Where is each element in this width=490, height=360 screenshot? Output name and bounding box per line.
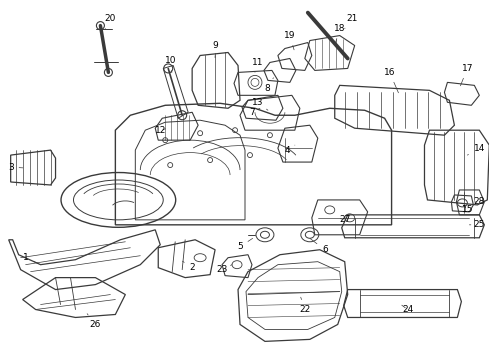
Text: 2: 2 (182, 261, 195, 272)
Text: 22: 22 (299, 297, 311, 314)
Text: 18: 18 (334, 24, 345, 43)
Text: 14: 14 (467, 144, 485, 155)
Text: 21: 21 (345, 14, 357, 28)
Text: 20: 20 (105, 14, 116, 28)
Text: 25: 25 (469, 220, 485, 229)
Text: 3: 3 (8, 163, 23, 172)
Text: 15: 15 (462, 205, 473, 215)
Text: 9: 9 (212, 41, 218, 58)
Text: 19: 19 (284, 31, 295, 50)
Text: 27: 27 (339, 215, 350, 224)
Text: 13: 13 (252, 98, 268, 110)
Text: 1: 1 (23, 253, 38, 264)
Text: 6: 6 (310, 238, 328, 254)
Text: 26: 26 (87, 314, 101, 329)
Text: 28: 28 (474, 197, 485, 206)
Text: 16: 16 (384, 68, 398, 93)
Text: 8: 8 (264, 78, 273, 93)
Text: 4: 4 (284, 145, 295, 154)
Text: 17: 17 (461, 64, 473, 86)
Text: 11: 11 (252, 58, 264, 72)
Text: 12: 12 (154, 126, 166, 135)
Text: 7: 7 (249, 108, 260, 117)
Text: 24: 24 (402, 305, 413, 314)
Text: 23: 23 (217, 265, 232, 274)
Text: 5: 5 (237, 238, 253, 251)
Text: 10: 10 (165, 56, 176, 73)
